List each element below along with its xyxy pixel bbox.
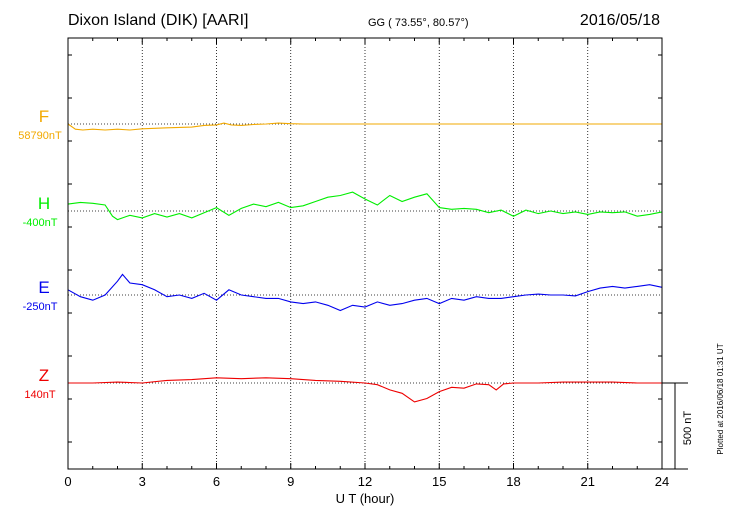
- x-axis-ticks: 0 3 6 9 12 15 18 21 24: [64, 38, 669, 489]
- x-tick-label: 12: [358, 474, 372, 489]
- x-tick-label: 18: [506, 474, 520, 489]
- x-tick-label: 6: [213, 474, 220, 489]
- station-title: Dixon Island (DIK) [AARI]: [68, 12, 249, 29]
- series-lines: [67, 122, 663, 403]
- series-line-e: [67, 273, 663, 312]
- channel-letter-h: H: [38, 194, 50, 213]
- x-tick-label: 21: [581, 474, 595, 489]
- channel-baseline-f: 58790nT: [18, 130, 62, 142]
- x-axis-label: U T (hour): [336, 491, 395, 506]
- channel-labels: F 58790nT H -400nT E -250nT Z 140nT: [18, 107, 62, 401]
- channel-baseline-z: 140nT: [24, 389, 55, 401]
- channel-letter-f: F: [39, 107, 49, 126]
- scale-bar: 500 nT: [662, 382, 694, 470]
- series-line-z: [68, 377, 662, 403]
- plotted-timestamp: Plotted at 2016/06/18 01:31 UT: [716, 343, 725, 454]
- channel-letter-e: E: [38, 278, 49, 297]
- grid-lines: [141, 38, 589, 469]
- x-tick-label: 9: [287, 474, 294, 489]
- channel-baseline-e: -250nT: [23, 301, 58, 313]
- channel-letter-z: Z: [39, 366, 49, 385]
- x-tick-label: 15: [432, 474, 446, 489]
- date-label: 2016/05/18: [579, 12, 660, 29]
- series-line-h: [67, 191, 663, 221]
- x-tick-label: 24: [655, 474, 669, 489]
- x-tick-label: 0: [64, 474, 71, 489]
- scale-bar-label: 500 nT: [682, 411, 694, 446]
- geographic-coordinates: GG ( 73.55°, 80.57°): [368, 17, 469, 29]
- series-line-f: [67, 122, 662, 131]
- x-tick-label: 3: [139, 474, 146, 489]
- channel-baseline-h: -400nT: [23, 217, 58, 229]
